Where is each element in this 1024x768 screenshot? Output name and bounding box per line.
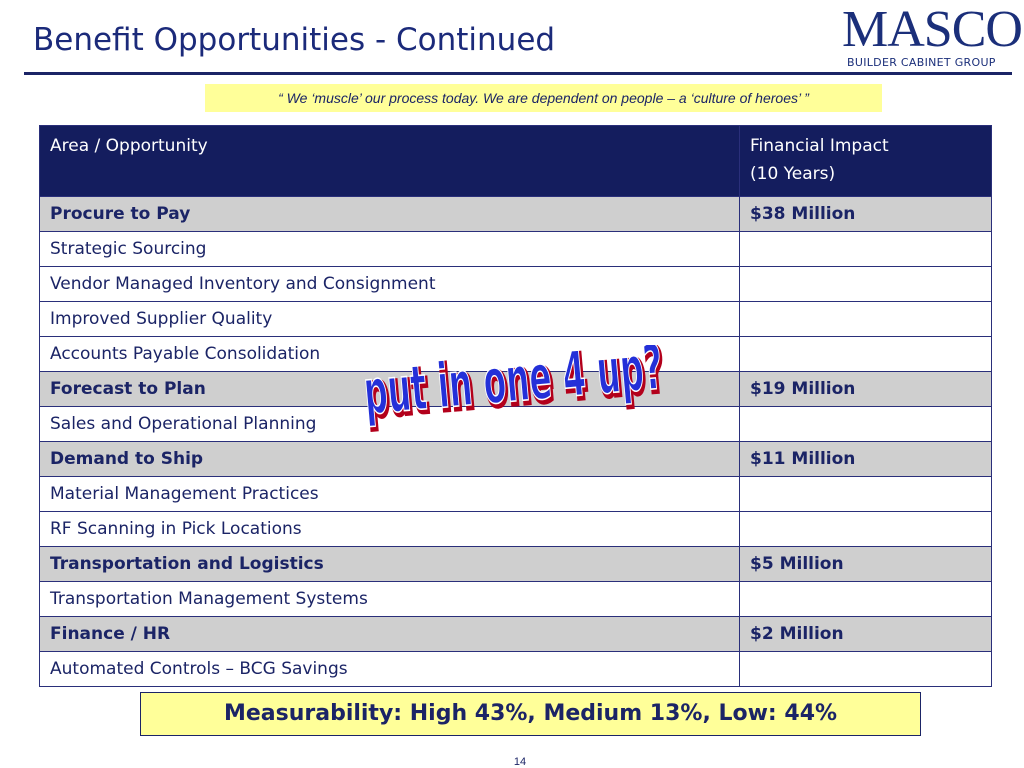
overlay-text-shadow: put in one 4 up? [363, 345, 668, 432]
table-body: Procure to Pay $38 Million Strategic Sourc… [39, 196, 992, 687]
row-impact [739, 651, 992, 687]
row-impact: $5 Million [739, 546, 992, 582]
row-impact [739, 511, 992, 547]
row-label: Material Management Practices [39, 476, 740, 512]
row-impact: $19 Million [739, 371, 992, 407]
row-impact [739, 301, 992, 337]
quote-banner: “ We ‘muscle’ our process today. We are … [205, 84, 882, 112]
row-impact [739, 231, 992, 267]
masco-logo: MASCO BUILDER CABINET GROUP [842, 1, 1023, 70]
row-impact [739, 336, 992, 372]
measurability-box: Measurability: High 43%, Medium 13%, Low… [140, 692, 921, 736]
row-label: Transportation and Logistics [39, 546, 740, 582]
table-row: RF Scanning in Pick Locations [39, 511, 992, 547]
table-row: Transportation Management Systems [39, 581, 992, 617]
header-impact: Financial Impact (10 Years) [739, 125, 992, 197]
table-header-row: Area / Opportunity Financial Impact (10 Y… [39, 125, 992, 197]
slide-title: Benefit Opportunities - Continued [33, 22, 556, 58]
row-label: Strategic Sourcing [39, 231, 740, 267]
row-impact: $2 Million [739, 616, 992, 652]
table-row: Accounts Payable Consolidation [39, 336, 992, 372]
row-impact: $11 Million [739, 441, 992, 477]
row-label: Demand to Ship [39, 441, 740, 477]
overlay-annotation: put in one 4 up? put in one 4 up? [360, 345, 669, 434]
table-row: Improved Supplier Quality [39, 301, 992, 337]
page-number: 14 [513, 756, 527, 768]
category-row: Demand to Ship $11 Million [39, 441, 992, 477]
table-row: Material Management Practices [39, 476, 992, 512]
table-row: Sales and Operational Planning [39, 406, 992, 442]
category-row: Transportation and Logistics $5 Million [39, 546, 992, 582]
row-label: Improved Supplier Quality [39, 301, 740, 337]
row-label: Automated Controls – BCG Savings [39, 651, 740, 687]
row-label: Forecast to Plan [39, 371, 740, 407]
row-label: Transportation Management Systems [39, 581, 740, 617]
row-label: Vendor Managed Inventory and Consignment [39, 266, 740, 302]
row-impact [739, 406, 992, 442]
table-row: Automated Controls – BCG Savings [39, 651, 992, 687]
row-label: Accounts Payable Consolidation [39, 336, 740, 372]
header-impact-line1: Financial Impact [750, 136, 889, 156]
header-area: Area / Opportunity [39, 125, 740, 197]
title-underline [24, 72, 1012, 75]
row-impact [739, 476, 992, 512]
header-impact-line2: (10 Years) [750, 164, 836, 184]
row-impact [739, 581, 992, 617]
table-row: Strategic Sourcing [39, 231, 992, 267]
benefit-table: Area / Opportunity Financial Impact (10 Y… [39, 125, 992, 687]
row-impact [739, 266, 992, 302]
row-label: Finance / HR [39, 616, 740, 652]
row-label: Sales and Operational Planning [39, 406, 740, 442]
category-row: Procure to Pay $38 Million [39, 196, 992, 232]
category-row: Forecast to Plan $19 Million [39, 371, 992, 407]
row-label: RF Scanning in Pick Locations [39, 511, 740, 547]
table-row: Vendor Managed Inventory and Consignment [39, 266, 992, 302]
logo-wordmark: MASCO [842, 1, 1023, 58]
row-impact: $38 Million [739, 196, 992, 232]
row-label: Procure to Pay [39, 196, 740, 232]
logo-subtitle: BUILDER CABINET GROUP [847, 56, 996, 69]
category-row: Finance / HR $2 Million [39, 616, 992, 652]
